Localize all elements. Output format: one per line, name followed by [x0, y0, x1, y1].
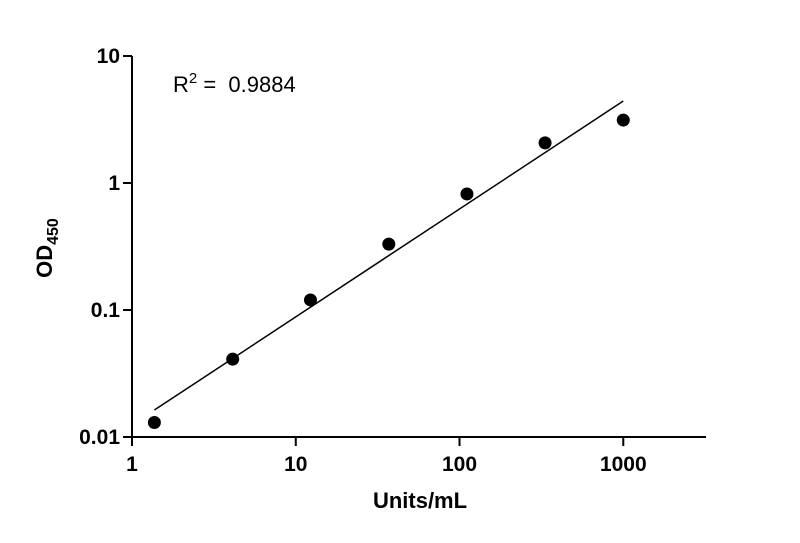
x-axis-title: Units/mL: [373, 488, 467, 513]
x-tick-label: 1000: [600, 453, 647, 476]
y-tick-label: 1: [108, 172, 120, 195]
x-tick-label: 100: [442, 453, 477, 476]
y-tick-label: 0.01: [79, 426, 120, 449]
point: [147, 416, 161, 430]
fit-line: [153, 100, 624, 411]
annotation-text: = 0.9884: [197, 72, 295, 97]
annotation-base: R: [173, 72, 189, 97]
annotation: R2 = 0.9884: [173, 70, 296, 97]
y-tick-label: 0.1: [91, 299, 121, 322]
point: [382, 237, 396, 251]
y-tick-label: 10: [97, 45, 120, 68]
x-tick-label: 1: [126, 453, 138, 476]
point: [538, 136, 552, 150]
y-axis-title-base: OD: [32, 245, 57, 278]
point: [460, 187, 474, 201]
annotation-sup: 2: [189, 70, 197, 87]
y-axis-title: OD450: [32, 218, 62, 278]
point: [303, 293, 317, 307]
point: [616, 113, 630, 127]
y-axis-title-sub: 450: [45, 218, 62, 245]
point: [226, 352, 240, 366]
x-tick-label: 10: [284, 453, 307, 476]
